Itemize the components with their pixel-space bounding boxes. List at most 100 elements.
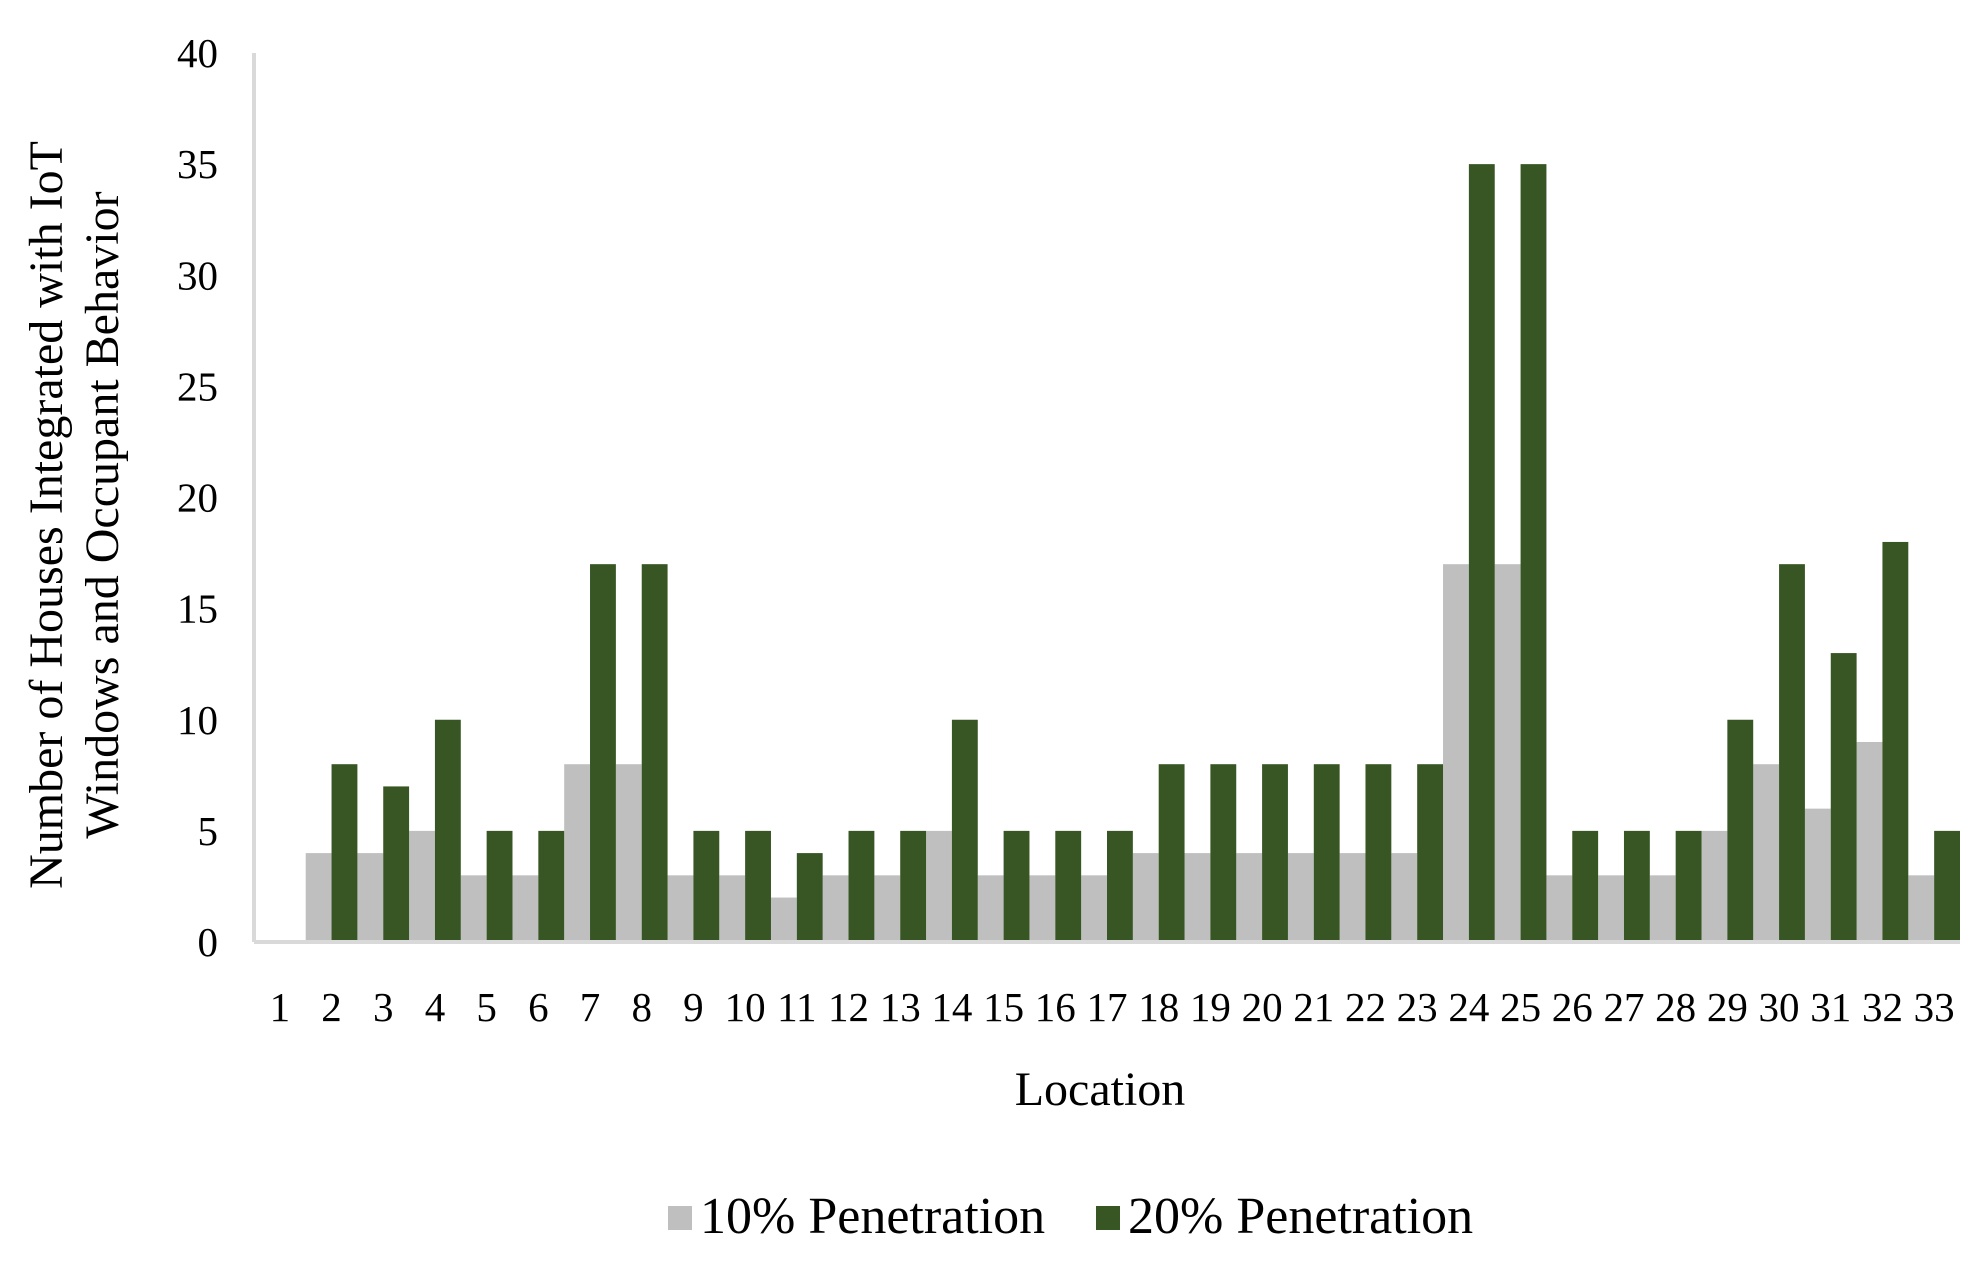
bar-20-percent-location-31 xyxy=(1830,653,1857,942)
x-tick-label: 22 xyxy=(1345,984,1386,1030)
bar-10-percent-location-10 xyxy=(719,875,746,942)
bar-20-percent-location-17 xyxy=(1107,830,1133,943)
bar-10-percent-location-8 xyxy=(615,764,642,942)
y-axis-title: Number of Houses Integrated with IoT Win… xyxy=(20,141,129,889)
bar-10-percent-location-19 xyxy=(1184,853,1211,942)
bar-10-percent-location-17 xyxy=(1081,875,1107,942)
bar-10-percent-location-9 xyxy=(667,875,694,942)
y-tick-label: 5 xyxy=(198,808,219,854)
x-tick-label: 5 xyxy=(476,984,497,1030)
x-tick-label: 4 xyxy=(425,984,446,1030)
bar-10-percent-location-3 xyxy=(357,853,384,942)
x-tick-label: 6 xyxy=(528,984,549,1030)
x-tick-label: 20 xyxy=(1242,984,1283,1030)
axes-layer xyxy=(252,53,1960,944)
bar-10-percent-location-21 xyxy=(1287,853,1314,942)
x-tick-label: 2 xyxy=(321,984,342,1030)
x-tick-label: 29 xyxy=(1707,984,1748,1030)
x-tick-labels: 1 2 3 4 5 6 7 8 9 10 11 12 13 14 15 16 17 18 19 20 21 22 23 24 2… xyxy=(270,984,1955,1030)
x-tick-label: 21 xyxy=(1293,984,1334,1030)
x-tick-label: 12 xyxy=(828,984,869,1030)
bar-20-percent-location-4 xyxy=(434,719,461,942)
bar-20-percent-location-16 xyxy=(1055,830,1082,943)
legend-swatch-10-percent xyxy=(668,1206,692,1230)
x-tick-label: 23 xyxy=(1397,984,1438,1030)
x-tick-label: 13 xyxy=(880,984,921,1030)
bar-20-percent-location-23 xyxy=(1417,764,1444,942)
x-tick-label: 19 xyxy=(1190,984,1231,1030)
y-tick-label: 20 xyxy=(177,475,218,521)
bar-10-percent-location-20 xyxy=(1236,853,1263,942)
bar-10-percent-location-31 xyxy=(1804,808,1831,942)
bar-20-percent-location-8 xyxy=(641,564,668,942)
legend-label-20-percent: 20% Penetration xyxy=(1128,1188,1473,1245)
x-tick-label: 8 xyxy=(631,984,652,1030)
bar-20-percent-location-27 xyxy=(1623,830,1650,943)
x-tick-label: 28 xyxy=(1655,984,1696,1030)
x-tick-label: 17 xyxy=(1087,984,1128,1030)
bar-10-percent-location-6 xyxy=(512,875,539,942)
y-tick-label: 15 xyxy=(177,586,218,632)
bar-10-percent-location-7 xyxy=(564,764,591,942)
bar-20-percent-location-21 xyxy=(1313,764,1340,942)
y-tick-label: 10 xyxy=(177,697,218,743)
bar-20-percent-location-6 xyxy=(538,830,565,943)
bar-20-percent-location-3 xyxy=(383,786,410,942)
legend-label-10-percent: 10% Penetration xyxy=(700,1188,1045,1245)
bar-10-percent-location-25 xyxy=(1494,564,1521,942)
bar-10-percent-location-11 xyxy=(770,897,797,942)
bar-10-percent-location-32 xyxy=(1856,741,1883,942)
bar-20-percent-location-5 xyxy=(486,830,513,943)
bar-20-percent-location-10 xyxy=(745,830,771,943)
bar-10-percent-location-12 xyxy=(822,875,849,942)
x-tick-label: 26 xyxy=(1552,984,1593,1030)
bar-10-percent-location-26 xyxy=(1546,875,1573,942)
x-tick-label: 30 xyxy=(1759,984,1800,1030)
bar-10-percent-location-28 xyxy=(1649,875,1676,942)
bar-10-percent-location-27 xyxy=(1598,875,1624,942)
bar-10-percent-location-29 xyxy=(1701,830,1728,943)
bar-20-percent-location-32 xyxy=(1882,541,1909,942)
bar-10-percent-location-16 xyxy=(1029,875,1056,942)
y-axis-title-line-2: Windows and Occupant Behavior xyxy=(76,191,129,838)
bar-10-percent-location-2 xyxy=(305,853,332,942)
bar-10-percent-location-5 xyxy=(460,875,487,942)
x-tick-label: 25 xyxy=(1500,984,1541,1030)
x-tick-label: 31 xyxy=(1810,984,1851,1030)
bar-20-percent-location-11 xyxy=(796,853,823,942)
x-tick-label: 11 xyxy=(777,984,816,1030)
bar-10-percent-location-22 xyxy=(1339,853,1366,942)
bar-10-percent-location-18 xyxy=(1132,853,1159,942)
bar-20-percent-location-18 xyxy=(1158,764,1185,942)
bar-20-percent-location-30 xyxy=(1779,564,1805,942)
bar-20-percent-location-19 xyxy=(1210,764,1237,942)
y-tick-label: 40 xyxy=(177,30,218,76)
bar-20-percent-location-26 xyxy=(1572,830,1599,943)
y-tick-labels: 0 5 10 15 20 25 30 35 40 xyxy=(177,30,218,965)
x-tick-label: 32 xyxy=(1862,984,1903,1030)
bar-10-percent-location-4 xyxy=(409,830,435,943)
bar-20-percent-location-9 xyxy=(693,830,720,943)
y-tick-label: 30 xyxy=(177,252,218,298)
x-tick-label: 14 xyxy=(931,984,972,1030)
x-tick-label: 16 xyxy=(1035,984,1076,1030)
bar-20-percent-location-13 xyxy=(900,830,927,943)
bar-10-percent-location-24 xyxy=(1443,564,1469,942)
bar-20-percent-location-20 xyxy=(1262,764,1288,942)
bars-layer xyxy=(305,164,1960,943)
bar-20-percent-location-24 xyxy=(1468,164,1495,943)
bar-10-percent-location-30 xyxy=(1753,764,1780,942)
bar-10-percent-location-33 xyxy=(1908,875,1935,942)
bar-20-percent-location-7 xyxy=(590,564,616,942)
x-tick-label: 24 xyxy=(1448,984,1489,1030)
bar-10-percent-location-13 xyxy=(874,875,901,942)
bar-20-percent-location-12 xyxy=(848,830,875,943)
y-tick-label: 0 xyxy=(198,919,219,965)
legend-swatch-20-percent xyxy=(1096,1206,1120,1230)
x-tick-label: 10 xyxy=(725,984,766,1030)
bar-20-percent-location-28 xyxy=(1675,830,1702,943)
x-tick-label: 7 xyxy=(580,984,601,1030)
x-tick-label: 15 xyxy=(983,984,1024,1030)
bar-20-percent-location-22 xyxy=(1365,764,1392,942)
